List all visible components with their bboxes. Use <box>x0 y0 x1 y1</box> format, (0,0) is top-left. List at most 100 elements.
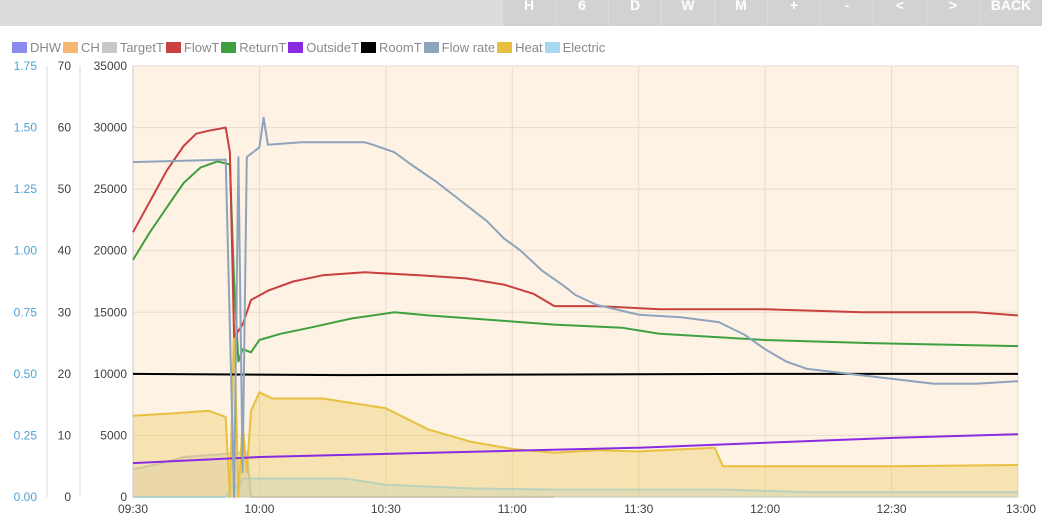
flow-rate-point <box>562 284 564 286</box>
flowt-point <box>250 299 252 301</box>
heat-point <box>229 496 231 498</box>
roomt-point <box>764 373 766 375</box>
heat-point <box>322 398 324 400</box>
power-tick-label: 5000 <box>100 428 127 442</box>
flowt-point <box>238 330 240 332</box>
outsidet-point <box>1017 433 1019 435</box>
legend-item-targett[interactable]: TargetT <box>101 39 164 55</box>
temp-tick-label: 70 <box>58 59 72 73</box>
flow-rate-point <box>233 496 235 498</box>
legend-item-returnt[interactable]: ReturnT <box>221 40 286 55</box>
x-tick-label: 11:30 <box>624 502 653 516</box>
legend-swatch <box>165 41 181 53</box>
range-day-button[interactable]: D <box>609 0 661 26</box>
heat-point <box>714 447 716 449</box>
returnt-point <box>870 342 872 344</box>
range-6h-button[interactable]: 6 <box>556 0 608 26</box>
range-hour-button[interactable]: H <box>503 0 555 26</box>
legend-item-heat[interactable]: Heat <box>497 40 543 55</box>
series-flow-rate <box>132 116 1019 498</box>
outsidet-point <box>132 462 134 464</box>
heat-point <box>512 448 514 450</box>
flow-rate-point <box>461 201 463 203</box>
flow-rate-point <box>267 144 269 146</box>
temp-tick-label: 60 <box>58 121 72 135</box>
outsidet-point <box>259 456 261 458</box>
power-tick-label: 15000 <box>94 305 128 319</box>
legend-swatch <box>497 41 513 53</box>
legend-item-ch[interactable]: CH <box>63 40 100 55</box>
heat-point <box>132 415 134 417</box>
plot-background <box>133 66 1018 497</box>
legend-swatch <box>288 41 304 53</box>
flowt-point <box>229 151 231 153</box>
zoom-out-button[interactable]: - <box>821 0 873 26</box>
temp-tick-label: 30 <box>58 305 72 319</box>
targett-line <box>132 451 555 498</box>
heat-point <box>807 465 809 467</box>
power-tick-label: 25000 <box>94 182 128 196</box>
x-tick-label: 09:30 <box>118 502 148 516</box>
heat-point <box>1017 464 1019 466</box>
returnt-point <box>427 315 429 317</box>
returnt-line <box>132 160 1019 363</box>
series-flowt <box>132 126 1019 338</box>
legend-item-flow-rate[interactable]: Flow rate <box>423 40 495 55</box>
legend-label: RoomT <box>379 39 422 55</box>
range-month-button[interactable]: M <box>715 0 767 26</box>
flowt-point <box>233 336 235 338</box>
returnt-point <box>200 167 202 169</box>
roomt-point <box>343 374 345 376</box>
flowt-point <box>861 312 863 314</box>
flowt-point <box>764 308 766 310</box>
heat-point <box>638 451 640 453</box>
flowt-point <box>533 293 535 295</box>
legend-label: TargetT <box>119 39 164 55</box>
x-tick-label: 11:00 <box>498 502 527 516</box>
flowt-point <box>208 130 210 132</box>
flow-rate-point <box>596 304 598 306</box>
flow-rate-point <box>132 161 134 163</box>
legend-swatch <box>544 41 560 53</box>
flow-tick-label: 1.00 <box>14 244 38 258</box>
pan-left-button[interactable]: < <box>874 0 926 26</box>
returnt-point <box>659 333 661 335</box>
flow-tick-label: 0.25 <box>14 428 38 442</box>
heat-point <box>246 472 248 474</box>
legend-item-dhw[interactable]: DHW <box>12 40 61 55</box>
returnt-point <box>166 207 168 209</box>
power-tick-label: 20000 <box>94 244 128 258</box>
flowt-point <box>183 145 185 147</box>
flow-rate-point <box>238 156 240 158</box>
returnt-point <box>351 318 353 320</box>
heat-point <box>554 452 556 454</box>
flow-rate-point <box>743 334 745 336</box>
flow-rate-point <box>436 181 438 183</box>
flow-rate-point <box>933 383 935 385</box>
legend-item-flowt[interactable]: FlowT <box>165 40 219 55</box>
legend-item-roomt[interactable]: RoomT <box>361 40 422 55</box>
roomt-point <box>132 373 134 375</box>
power-tick-label: 30000 <box>94 121 128 135</box>
flow-rate-point <box>638 314 640 316</box>
flow-rate-point <box>541 270 543 272</box>
back-button[interactable]: BACK <box>980 0 1042 26</box>
heat-point <box>238 496 240 498</box>
flowt-point <box>554 305 556 307</box>
x-tick-label: 10:30 <box>371 502 401 516</box>
x-tick-label: 12:30 <box>877 502 907 516</box>
temp-tick-label: 20 <box>58 367 72 381</box>
returnt-point <box>764 339 766 341</box>
range-week-button[interactable]: W <box>662 0 714 26</box>
legend-item-electric[interactable]: Electric <box>544 40 605 55</box>
flow-rate-point <box>394 151 396 153</box>
returnt-point <box>280 333 282 335</box>
flowt-point <box>364 272 366 274</box>
returnt-point <box>183 182 185 184</box>
zoom-in-button[interactable]: + <box>768 0 820 26</box>
legend-item-outsidet[interactable]: OutsideT <box>288 40 359 55</box>
pan-right-button[interactable]: > <box>927 0 979 26</box>
flow-rate-point <box>364 142 366 144</box>
flow-rate-point <box>486 220 488 222</box>
heat-point <box>225 416 227 418</box>
